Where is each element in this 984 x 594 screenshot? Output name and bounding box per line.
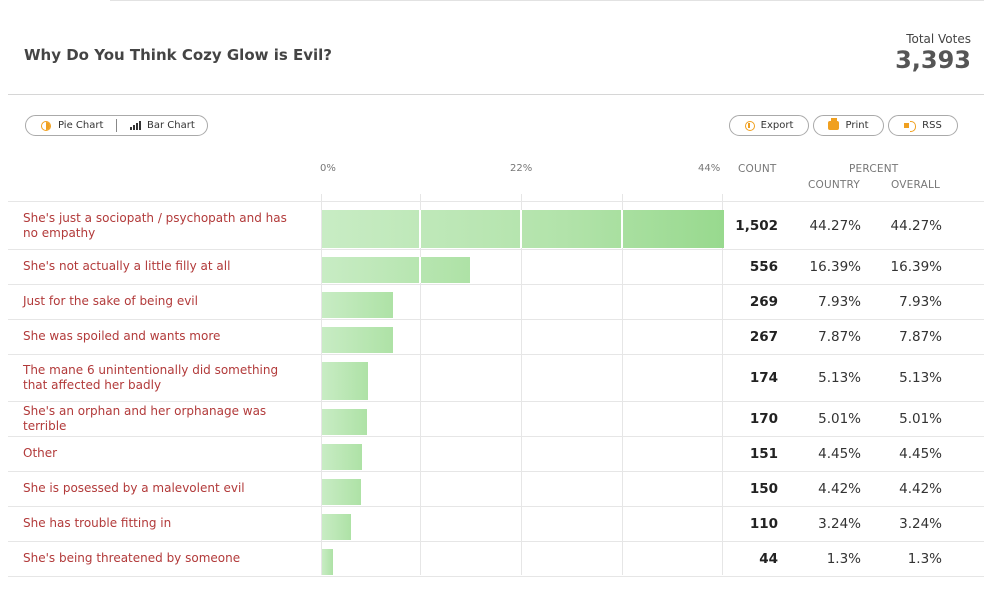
print-label: Print	[845, 120, 869, 131]
row-percent-overall: 44.27%	[890, 217, 942, 234]
bar-mark	[322, 409, 367, 435]
export-label: Export	[760, 120, 794, 131]
bar-chart-label: Bar Chart	[147, 120, 195, 131]
row-percent-overall: 3.24%	[899, 515, 942, 532]
bar-mark	[322, 210, 725, 248]
row-count-value: 269	[749, 293, 778, 310]
row-category-label[interactable]: She was spoiled and wants more	[23, 329, 221, 343]
bar-segment-divider	[419, 210, 421, 248]
row-count-value: 1,502	[735, 217, 778, 234]
row-divider	[8, 506, 984, 507]
x-grid-line	[521, 194, 522, 575]
x-grid-line	[622, 194, 623, 575]
row-count-value: 174	[749, 369, 778, 386]
row-divider	[8, 436, 984, 437]
bar-mark	[322, 292, 394, 318]
row-percent-overall: 5.01%	[899, 410, 942, 427]
row-percent-country: 1.3%	[826, 550, 861, 567]
x-tick-label: 44%	[698, 163, 721, 174]
percent-column-header: PERCENT	[849, 163, 899, 175]
bar-mark	[322, 514, 351, 540]
row-count-value: 267	[749, 328, 778, 345]
row-count-value: 110	[749, 515, 778, 532]
bar-mark	[322, 362, 368, 400]
row-count-value: 170	[749, 410, 778, 427]
bar-mark	[322, 327, 393, 353]
row-percent-country: 16.39%	[809, 258, 861, 275]
row-percent-country: 5.01%	[818, 410, 861, 427]
top-divider	[110, 0, 984, 1]
row-category-label[interactable]: She's just a sociopath / psychopath and …	[23, 210, 287, 240]
row-percent-country: 5.13%	[818, 369, 861, 386]
row-category-label[interactable]: She is posessed by a malevolent evil	[23, 481, 245, 495]
bar-chart-option[interactable]: Bar Chart	[117, 116, 195, 135]
row-count-value: 556	[749, 258, 778, 275]
row-percent-overall: 7.87%	[899, 328, 942, 345]
row-category-label[interactable]: Just for the sake of being evil	[23, 294, 198, 308]
x-grid-line	[722, 194, 723, 575]
chart-type-toggle: Pie Chart Bar Chart	[25, 115, 208, 136]
row-divider	[8, 401, 984, 402]
row-percent-overall: 4.42%	[899, 480, 942, 497]
row-category-label[interactable]: Other	[23, 446, 58, 460]
export-button[interactable]: Export	[729, 115, 809, 136]
row-category-label[interactable]: She has trouble fitting in	[23, 516, 172, 530]
poll-title: Why Do You Think Cozy Glow is Evil?	[24, 46, 333, 64]
row-count-value: 44	[759, 550, 778, 567]
total-votes-label: Total Votes	[906, 32, 971, 46]
rss-icon	[904, 121, 917, 132]
toggle-separator	[116, 119, 117, 132]
row-percent-country: 3.24%	[818, 515, 861, 532]
x-tick-label: 22%	[510, 163, 533, 174]
table-top-rule	[8, 201, 984, 202]
rss-button[interactable]: RSS	[888, 115, 958, 136]
row-divider	[8, 541, 984, 542]
bar-chart-icon	[130, 121, 141, 130]
row-category-label[interactable]: She's being threatened by someone	[23, 551, 241, 565]
row-percent-overall: 7.93%	[899, 293, 942, 310]
row-percent-country: 4.42%	[818, 480, 861, 497]
row-percent-country: 7.87%	[818, 328, 861, 345]
bar-segment-divider	[419, 257, 421, 283]
row-percent-country: 44.27%	[809, 217, 861, 234]
rss-label: RSS	[922, 120, 942, 131]
bar-segment-divider	[621, 210, 623, 248]
print-button[interactable]: Print	[813, 115, 884, 136]
printer-icon	[828, 118, 840, 130]
overall-column-header: OVERALL	[891, 179, 941, 191]
x-grid-line	[420, 194, 421, 575]
export-icon	[744, 120, 755, 131]
row-divider	[8, 354, 984, 355]
bar-mark	[322, 549, 333, 575]
row-divider	[8, 284, 984, 285]
header-divider	[8, 94, 984, 95]
x-tick-label: 0%	[320, 163, 336, 174]
row-divider	[8, 249, 984, 250]
row-percent-country: 4.45%	[818, 445, 861, 462]
row-percent-country: 7.93%	[818, 293, 861, 310]
bar-mark	[322, 444, 362, 470]
pie-chart-label: Pie Chart	[58, 120, 104, 131]
pie-chart-icon	[41, 120, 51, 131]
bar-segment-divider	[520, 210, 522, 248]
bar-mark	[322, 257, 471, 283]
row-divider	[8, 471, 984, 472]
count-column-header: COUNT	[738, 163, 777, 175]
x-grid-line	[321, 194, 322, 575]
bar-mark	[322, 479, 362, 505]
pie-chart-option[interactable]: Pie Chart	[26, 116, 116, 135]
row-category-label[interactable]: She's an orphan and her orphanage was te…	[23, 403, 267, 433]
row-divider	[8, 319, 984, 320]
row-percent-overall: 16.39%	[890, 258, 942, 275]
row-divider	[8, 576, 984, 577]
row-percent-overall: 4.45%	[899, 445, 942, 462]
row-category-label[interactable]: The mane 6 unintentionally did something…	[23, 362, 279, 392]
country-column-header: COUNTRY	[808, 179, 860, 191]
row-count-value: 151	[749, 445, 778, 462]
row-count-value: 150	[749, 480, 778, 497]
row-category-label[interactable]: She's not actually a little filly at all	[23, 259, 231, 273]
row-percent-overall: 5.13%	[899, 369, 942, 386]
row-percent-overall: 1.3%	[907, 550, 942, 567]
total-votes-value: 3,393	[895, 46, 971, 74]
